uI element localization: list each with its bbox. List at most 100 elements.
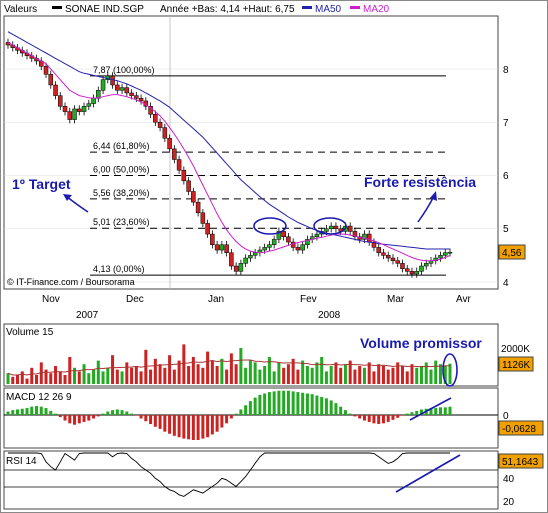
volume-bar <box>434 360 438 384</box>
ticker-swatch <box>52 6 62 9</box>
macd-bar <box>253 397 257 415</box>
candle-body <box>233 265 239 272</box>
candle-body <box>328 225 334 229</box>
candle-body <box>381 252 386 256</box>
macd-bar <box>206 415 210 438</box>
macd-bar <box>391 415 395 420</box>
volume-bar <box>120 371 124 384</box>
candle-body <box>172 148 177 160</box>
candle-body <box>176 159 182 171</box>
macd-bar <box>239 409 243 415</box>
volume-bar <box>215 366 219 384</box>
macd-bar <box>16 409 20 415</box>
volume-bar <box>339 367 343 384</box>
volume-last-box <box>498 356 534 372</box>
price-tick-5: 5 <box>503 224 509 235</box>
volume-bar <box>400 366 404 384</box>
candle-body <box>290 241 296 248</box>
candle-body <box>376 247 381 253</box>
price-panel: 7,87 (100,00%) 6,44 (61,80%) 6,00 (50,00%)… <box>3 15 526 290</box>
volume-bar <box>310 367 314 384</box>
volume-bar <box>191 357 195 384</box>
macd-bar <box>291 391 295 415</box>
candle-body <box>86 103 92 107</box>
candle-body <box>195 201 201 214</box>
volume-bar <box>263 366 267 384</box>
candle-body <box>252 252 258 256</box>
volume-bar <box>277 362 281 384</box>
candle-body <box>438 255 443 259</box>
volume-bar <box>125 362 129 384</box>
volume-bar <box>362 367 366 384</box>
rsi-tick-40: 40 <box>503 474 515 485</box>
macd-bar <box>191 415 195 440</box>
volume-bar <box>39 362 43 384</box>
macd-bar <box>68 415 72 424</box>
candle-body <box>347 225 353 232</box>
volume-bar <box>92 369 96 384</box>
macd-bar <box>220 415 224 428</box>
candle-body <box>366 233 372 243</box>
candle-body <box>134 95 139 99</box>
candle-body <box>219 244 225 251</box>
macd-bar <box>44 408 48 415</box>
volume-bar <box>391 367 395 384</box>
rsi-last-value: 51,1643 <box>502 457 539 468</box>
macd-last-value: -0,0628 <box>502 424 536 435</box>
candle-body <box>395 260 400 264</box>
price-tick-7: 7 <box>503 118 509 129</box>
volume-bar <box>296 369 300 384</box>
volume-bar <box>35 375 39 384</box>
volume-bars <box>6 344 452 384</box>
candle-body <box>442 252 448 256</box>
macd-bar <box>139 415 143 419</box>
macd-bar <box>315 395 319 415</box>
macd-bar <box>396 415 400 418</box>
macd-bar <box>348 413 352 415</box>
macd-bar <box>101 413 105 415</box>
macd-bar <box>282 390 286 415</box>
candle-body <box>409 271 415 275</box>
macd-bar <box>35 405 39 415</box>
volume-bar <box>377 364 381 384</box>
candle-body <box>124 87 130 94</box>
candle-body <box>243 257 248 264</box>
rsi-plot-area <box>3 450 499 510</box>
volume-bar <box>343 364 347 384</box>
volume-bar <box>301 360 305 384</box>
macd-bar <box>258 394 262 415</box>
candle-body <box>404 268 410 272</box>
ticker-name: SONAE IND.SGP <box>65 4 144 15</box>
macd-bar <box>130 413 134 415</box>
macd-bar <box>381 415 385 424</box>
fib-level-label: 5,56 (38,20%) <box>93 188 150 198</box>
ma50-line <box>7 31 450 250</box>
candle-body <box>271 239 277 245</box>
volume-bar <box>348 360 352 384</box>
volume-bar <box>424 362 428 384</box>
price-tick-8: 8 <box>503 65 509 76</box>
macd-bar <box>377 415 381 425</box>
macd-bar <box>163 415 167 432</box>
volume-bar <box>149 369 153 384</box>
target-arrow-head <box>63 194 72 201</box>
macd-bar <box>20 408 24 415</box>
candle-body <box>210 233 215 245</box>
macd-bar <box>158 415 162 429</box>
macd-bar <box>405 413 409 415</box>
candle-body <box>385 255 391 259</box>
ma50-swatch <box>302 6 312 9</box>
macd-bar <box>324 398 328 415</box>
candle-body <box>423 263 429 267</box>
macd-bar <box>215 415 219 432</box>
candle-body <box>138 98 144 102</box>
valeurs-label: Valeurs <box>4 4 37 15</box>
macd-bar <box>30 406 34 415</box>
volume-bar <box>438 364 442 384</box>
macd-bar <box>168 415 172 434</box>
volume-bar <box>272 371 276 384</box>
candle-body <box>414 271 419 275</box>
volume-bar <box>49 373 53 384</box>
macd-bar <box>438 407 442 415</box>
